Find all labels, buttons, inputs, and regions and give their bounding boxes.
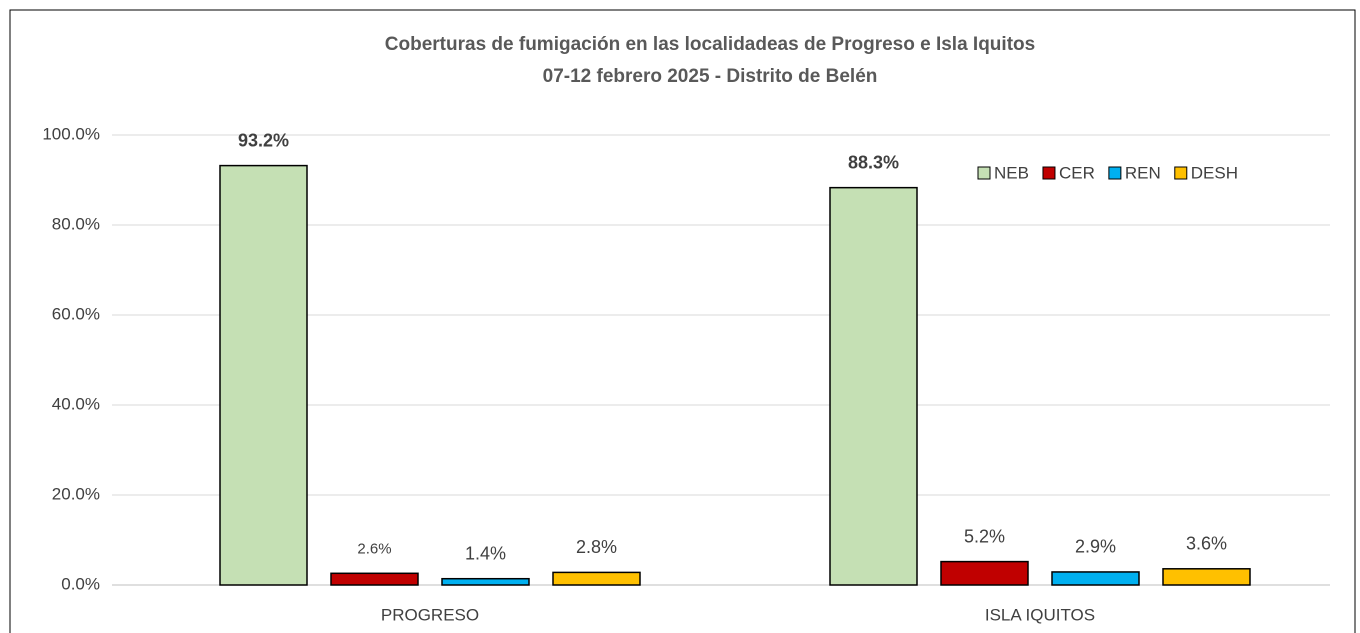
data-label: 93.2%: [238, 130, 289, 150]
data-label: 2.9%: [1075, 537, 1116, 557]
bar: [1051, 571, 1140, 586]
x-tick-label: PROGRESO: [381, 605, 479, 624]
data-label: 2.8%: [576, 537, 617, 557]
legend-label: REN: [1125, 163, 1161, 182]
y-tick-label: 40.0%: [52, 394, 100, 413]
y-tick-label: 100.0%: [42, 124, 100, 143]
bar: [1162, 568, 1251, 586]
legend-label: DESH: [1191, 163, 1238, 182]
chart-title: Coberturas de fumigación en las localida…: [385, 34, 1035, 55]
y-tick-label: 60.0%: [52, 304, 100, 323]
legend-swatch: [1174, 166, 1188, 180]
legend-label: CER: [1059, 163, 1095, 182]
bar: [940, 560, 1029, 586]
bar: [330, 572, 419, 586]
legend-swatch: [977, 166, 991, 180]
data-label: 2.6%: [357, 540, 391, 557]
bar: [219, 164, 308, 586]
data-label: 5.2%: [964, 526, 1005, 546]
y-tick-label: 0.0%: [61, 574, 100, 593]
legend-label: NEB: [994, 163, 1029, 182]
y-tick-label: 80.0%: [52, 214, 100, 233]
bar: [552, 571, 641, 586]
y-tick-label: 20.0%: [52, 484, 100, 503]
legend-swatch: [1108, 166, 1122, 180]
data-label: 1.4%: [465, 543, 506, 563]
chart-subtitle: 07-12 febrero 2025 - Distrito de Belén: [543, 66, 878, 87]
data-label: 3.6%: [1186, 534, 1227, 554]
data-label: 88.3%: [848, 152, 899, 172]
x-tick-label: ISLA IQUITOS: [985, 605, 1095, 624]
bar: [441, 577, 530, 586]
bar: [829, 186, 918, 586]
chart-frame: [9, 9, 1356, 633]
legend-swatch: [1042, 166, 1056, 180]
